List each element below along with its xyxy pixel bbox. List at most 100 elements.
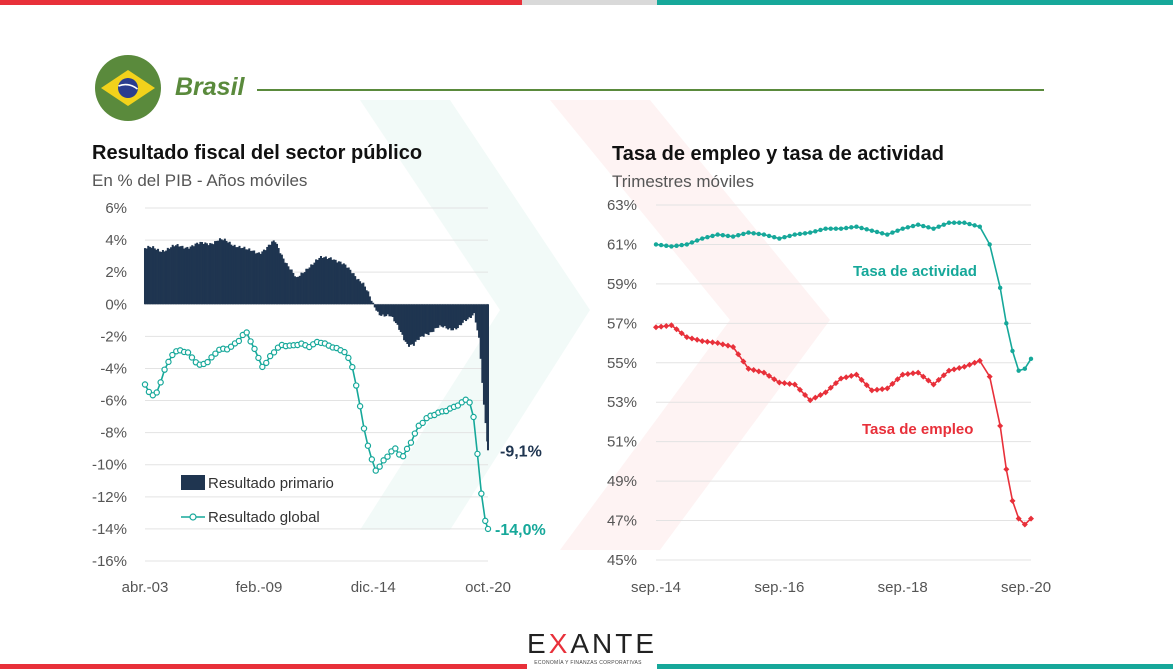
primary-balance-bar [468, 304, 471, 318]
global-balance-point [478, 490, 485, 497]
primary-balance-bar [262, 249, 265, 305]
primary-balance-bar [248, 248, 251, 305]
primary-balance-bar [421, 304, 424, 337]
employment-rate-point [709, 339, 716, 346]
primary-balance-bar [170, 247, 173, 305]
primary-balance-bar [266, 246, 269, 305]
primary-balance-bar [284, 262, 287, 305]
primary-balance-bar [214, 241, 217, 305]
legend-global-label: Resultado global [208, 509, 320, 526]
primary-balance-bar [432, 304, 435, 332]
employment-rate-point [740, 358, 747, 365]
primary-balance-bar [264, 250, 267, 305]
fiscal-chart-title: Resultado fiscal del sector público [92, 142, 423, 164]
y-tick-label: 51% [607, 434, 637, 451]
primary-balance-bar [267, 244, 270, 305]
primary-balance-bar [385, 304, 388, 317]
global-balance-point [419, 419, 426, 427]
primary-end-label: -9,1% [500, 443, 542, 460]
activity-rate-point [874, 229, 880, 235]
primary-balance-bar [365, 290, 368, 305]
global-balance-point [352, 382, 360, 389]
primary-balance-bar [178, 246, 181, 305]
employment-rate-point [971, 359, 978, 366]
employment-rate-point [755, 368, 762, 375]
x-tick-label: sep.-20 [1001, 579, 1051, 596]
primary-balance-bar [359, 281, 362, 305]
employment-rate-point [879, 386, 886, 393]
primary-balance-bar [386, 304, 389, 315]
primary-balance-bar [189, 246, 192, 305]
primary-balance-bar [396, 304, 399, 325]
y-tick-label: -16% [92, 553, 127, 570]
employment-rate-point [683, 334, 690, 341]
employment-rate-point [730, 344, 737, 350]
global-balance-point [466, 399, 473, 406]
primary-balance-bar [367, 291, 370, 305]
y-tick-label: -10% [92, 457, 127, 474]
activity-rate-point [766, 233, 772, 239]
primary-balance-bar [297, 276, 300, 305]
primary-balance-bar [422, 304, 425, 337]
primary-balance-bar [482, 304, 485, 405]
y-tick-label: 59% [607, 276, 637, 293]
primary-balance-bar [344, 264, 347, 305]
primary-balance-bar [357, 278, 360, 305]
y-tick-label: 53% [607, 394, 637, 411]
employment-rate-point [966, 361, 973, 368]
primary-balance-bar [354, 276, 357, 305]
activity-rate-point [818, 227, 823, 233]
global-balance-point [235, 337, 243, 345]
activity-rate-point [689, 240, 695, 245]
primary-balance-bar [463, 304, 466, 321]
employment-chart-title: Tasa de empleo y tasa de actividad [612, 143, 944, 165]
y-tick-label: -4% [100, 360, 127, 377]
global-balance-point [145, 388, 153, 396]
activity-rate-point [653, 242, 659, 247]
primary-balance-bar [202, 243, 205, 305]
primary-balance-bar [274, 242, 277, 305]
primary-balance-bar [474, 304, 477, 323]
global-balance-point [482, 517, 489, 525]
y-tick-label: 6% [105, 200, 127, 217]
y-tick-label: 47% [607, 513, 637, 530]
activity-rate-point [658, 242, 664, 248]
primary-balance-bar [176, 244, 179, 305]
primary-balance-bar [212, 244, 215, 305]
employment-rate-point [1015, 515, 1022, 522]
primary-balance-bar [375, 304, 378, 311]
activity-rate-point [694, 238, 700, 243]
primary-balance-bar [241, 247, 244, 305]
primary-balance-bar [411, 304, 414, 345]
primary-balance-bar [163, 251, 166, 305]
primary-balance-bar [236, 247, 239, 305]
primary-balance-bar [476, 304, 479, 331]
primary-balance-bar [377, 304, 380, 312]
primary-balance-bar [223, 238, 226, 305]
y-tick-label: 63% [607, 197, 637, 214]
primary-balance-bar [184, 247, 187, 305]
employment-rate-point [889, 380, 896, 387]
primary-balance-bar [479, 304, 482, 359]
x-tick-label: sep.-14 [631, 579, 681, 596]
primary-balance-bar [306, 268, 309, 305]
primary-balance-bar [300, 272, 303, 305]
global-balance-point [141, 381, 149, 388]
employment-rate-point [899, 371, 906, 378]
activity-rate-point [725, 233, 731, 239]
activity-rate-point [864, 227, 869, 232]
primary-balance-bar [326, 258, 329, 305]
activity-rate-point [741, 231, 746, 237]
primary-balance-bar [174, 245, 177, 305]
global-balance-point [364, 442, 372, 449]
activity-rate-point [761, 232, 767, 237]
employment-rate-point [750, 367, 757, 374]
primary-balance-bar [150, 247, 153, 305]
primary-balance-bar [160, 251, 163, 305]
primary-balance-bar [341, 264, 344, 305]
primary-balance-bar [372, 302, 375, 305]
primary-balance-bar [450, 304, 453, 331]
primary-balance-bar [391, 304, 394, 317]
primary-balance-bar [240, 248, 243, 305]
activity-rate-point [997, 285, 1003, 291]
